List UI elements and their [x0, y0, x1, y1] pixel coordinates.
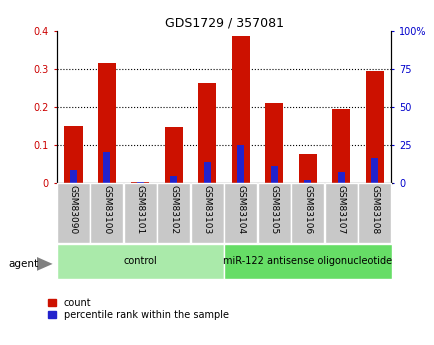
Bar	[64, 126, 82, 183]
Bar	[371, 158, 377, 183]
Bar	[337, 172, 344, 183]
Text: agent: agent	[9, 259, 39, 269]
FancyBboxPatch shape	[224, 184, 256, 243]
Bar	[197, 83, 216, 183]
FancyBboxPatch shape	[257, 184, 290, 243]
Bar	[97, 63, 116, 183]
Bar	[70, 170, 76, 183]
Bar	[204, 162, 210, 183]
Text: miR-122 antisense oligonucleotide: miR-122 antisense oligonucleotide	[223, 256, 391, 266]
Bar	[103, 152, 110, 183]
Bar	[264, 103, 283, 183]
Text: GSM83106: GSM83106	[302, 185, 312, 234]
FancyBboxPatch shape	[57, 184, 89, 243]
Text: GSM83108: GSM83108	[369, 185, 378, 234]
Bar	[331, 109, 350, 183]
Text: GSM83101: GSM83101	[135, 185, 145, 234]
Polygon shape	[37, 257, 53, 271]
Text: GSM83100: GSM83100	[102, 185, 111, 234]
Bar	[231, 36, 250, 183]
FancyBboxPatch shape	[157, 184, 190, 243]
FancyBboxPatch shape	[324, 184, 357, 243]
Bar	[270, 166, 277, 183]
FancyBboxPatch shape	[358, 184, 390, 243]
Bar	[365, 71, 383, 183]
FancyBboxPatch shape	[90, 184, 123, 243]
Legend: count, percentile rank within the sample: count, percentile rank within the sample	[48, 298, 228, 320]
Title: GDS1729 / 357081: GDS1729 / 357081	[164, 17, 283, 30]
FancyBboxPatch shape	[56, 244, 224, 279]
FancyBboxPatch shape	[291, 184, 323, 243]
FancyBboxPatch shape	[191, 184, 223, 243]
Text: control: control	[123, 256, 157, 266]
Text: GSM83107: GSM83107	[336, 185, 345, 234]
FancyBboxPatch shape	[124, 184, 156, 243]
Bar	[298, 155, 316, 183]
Bar	[164, 127, 183, 183]
Text: GSM83102: GSM83102	[169, 185, 178, 234]
Text: GSM83105: GSM83105	[269, 185, 278, 234]
FancyBboxPatch shape	[224, 244, 391, 279]
Text: GSM83104: GSM83104	[236, 185, 245, 234]
Bar	[304, 180, 310, 183]
Bar	[237, 145, 243, 183]
Bar	[170, 176, 177, 183]
Text: GSM83090: GSM83090	[69, 185, 78, 234]
Text: GSM83103: GSM83103	[202, 185, 211, 234]
